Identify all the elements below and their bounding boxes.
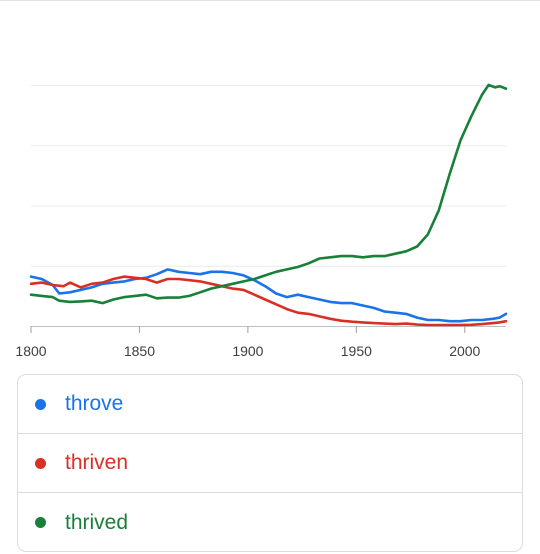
- series-lines: [29, 83, 508, 327]
- x-tick-label: 1800: [15, 343, 46, 359]
- legend-item-thriven[interactable]: thriven: [18, 434, 522, 493]
- legend-dot-icon: [35, 517, 46, 528]
- x-tick-label: 1850: [124, 343, 155, 359]
- top-divider: [0, 0, 540, 1]
- legend-dot-icon: [35, 398, 46, 410]
- legend-item-thrived[interactable]: thrived: [18, 493, 522, 552]
- legend-label: thrived: [65, 510, 129, 534]
- x-tick-label: 1950: [341, 343, 372, 359]
- x-axis: 1800 1850 1900 1950 2000: [15, 326, 506, 359]
- series-line-throve: [29, 268, 508, 323]
- series-line-thriven: [29, 275, 508, 327]
- x-tick-label: 1900: [232, 343, 263, 359]
- legend-dot-icon: [35, 457, 46, 469]
- series-line-thrived: [29, 83, 508, 305]
- legend-label: thriven: [65, 451, 129, 474]
- legend-item-throve[interactable]: throve: [18, 375, 522, 434]
- legend: throve thriven thrived: [17, 374, 523, 552]
- x-tick-label: 2000: [449, 343, 480, 359]
- ngram-line-chart: 1800 1850 1900 1950 2000: [15, 83, 508, 359]
- legend-label: throve: [65, 392, 124, 415]
- gridlines: [31, 85, 506, 267]
